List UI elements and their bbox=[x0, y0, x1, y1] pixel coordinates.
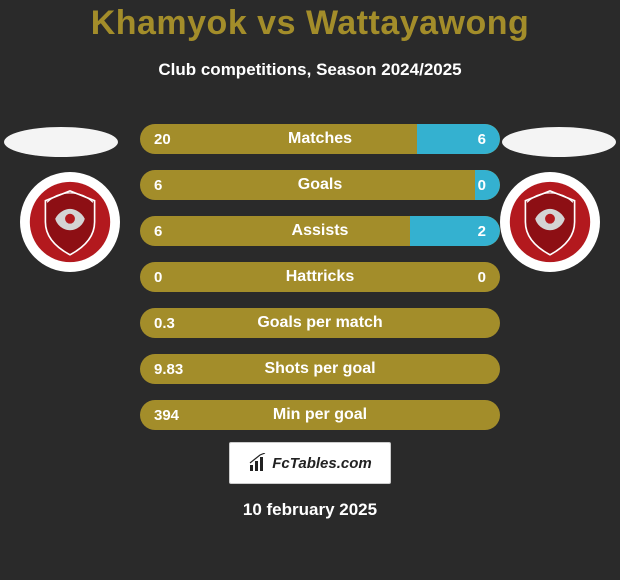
player-silhouette-left bbox=[4, 127, 118, 157]
bar-chart-icon bbox=[248, 453, 268, 473]
stat-bar-row: 9.83Shots per goal bbox=[140, 354, 500, 384]
stat-bar-label: Hattricks bbox=[140, 268, 500, 286]
stat-bar-label: Goals bbox=[140, 176, 500, 194]
page-title: Khamyok vs Wattayawong bbox=[0, 4, 620, 43]
club-badge-right bbox=[500, 172, 600, 272]
stat-bar-row: 0.3Goals per match bbox=[140, 308, 500, 338]
brand-box: FcTables.com bbox=[229, 442, 391, 484]
brand-text: FcTables.com bbox=[272, 455, 371, 472]
club-badge-left bbox=[20, 172, 120, 272]
stat-bar-row: 60Goals bbox=[140, 170, 500, 200]
stat-bar-row: 394Min per goal bbox=[140, 400, 500, 430]
shield-badge-icon bbox=[29, 181, 111, 263]
stat-bar-row: 62Assists bbox=[140, 216, 500, 246]
stat-bar-label: Goals per match bbox=[140, 314, 500, 332]
subtitle: Club competitions, Season 2024/2025 bbox=[0, 60, 620, 80]
stat-bars: 206Matches 60Goals 62Assists 00Hattricks 0.3… bbox=[140, 124, 500, 446]
stat-bar-label: Assists bbox=[140, 222, 500, 240]
stat-bar-row: 206Matches bbox=[140, 124, 500, 154]
stat-bar-row: 00Hattricks bbox=[140, 262, 500, 292]
stat-bar-label: Shots per goal bbox=[140, 360, 500, 378]
stat-bar-label: Matches bbox=[140, 130, 500, 148]
stat-bar-label: Min per goal bbox=[140, 406, 500, 424]
date-text: 10 february 2025 bbox=[0, 500, 620, 520]
shield-badge-icon bbox=[509, 181, 591, 263]
player-silhouette-right bbox=[502, 127, 616, 157]
